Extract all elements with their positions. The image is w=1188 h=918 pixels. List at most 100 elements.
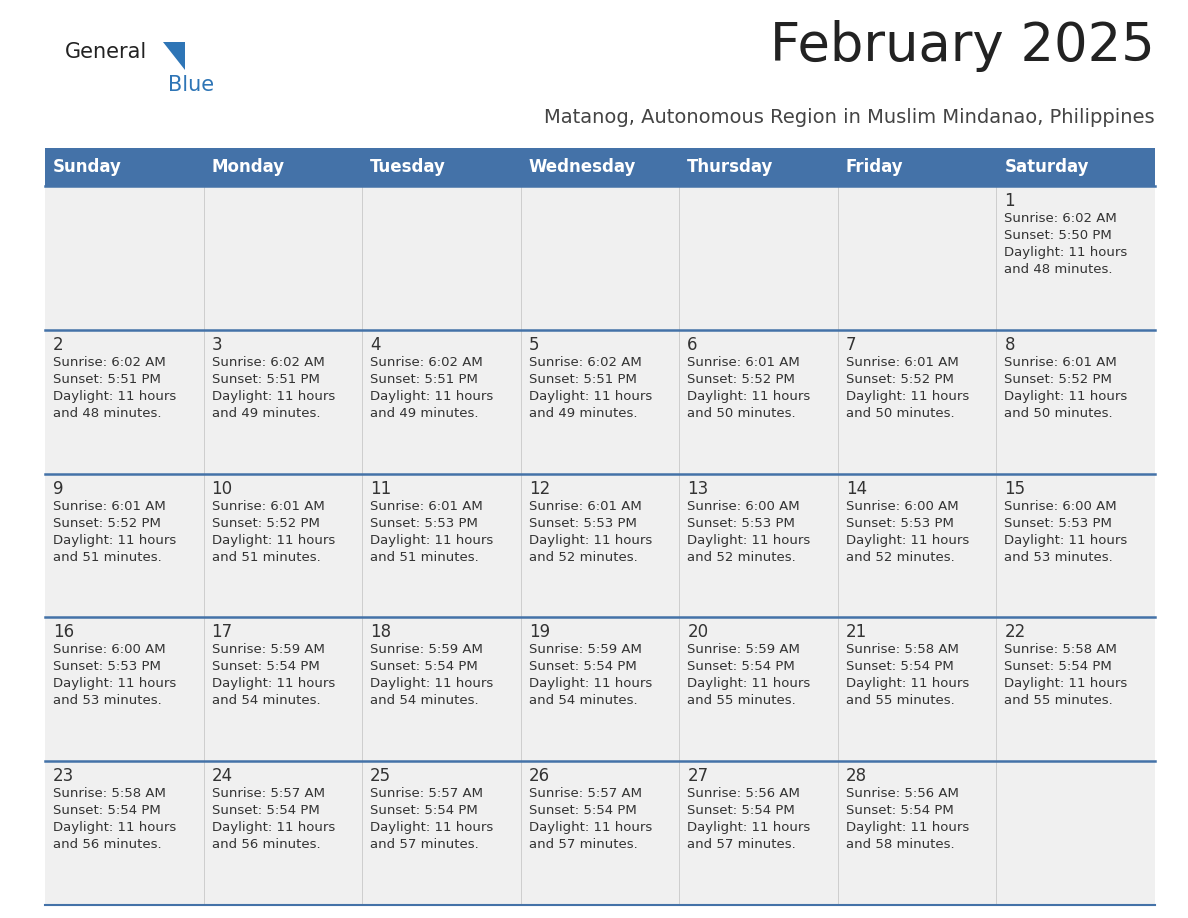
Text: and 54 minutes.: and 54 minutes. bbox=[529, 694, 637, 708]
Text: Daylight: 11 hours: Daylight: 11 hours bbox=[846, 822, 969, 834]
Text: Sunset: 5:52 PM: Sunset: 5:52 PM bbox=[53, 517, 160, 530]
Text: Sunrise: 6:00 AM: Sunrise: 6:00 AM bbox=[688, 499, 800, 512]
Text: 26: 26 bbox=[529, 767, 550, 785]
Text: Daylight: 11 hours: Daylight: 11 hours bbox=[1004, 533, 1127, 546]
Text: Daylight: 11 hours: Daylight: 11 hours bbox=[1004, 246, 1127, 259]
Text: 22: 22 bbox=[1004, 623, 1025, 642]
Text: Sunrise: 5:58 AM: Sunrise: 5:58 AM bbox=[53, 788, 166, 800]
Text: 18: 18 bbox=[371, 623, 391, 642]
Text: 6: 6 bbox=[688, 336, 697, 353]
Text: Daylight: 11 hours: Daylight: 11 hours bbox=[211, 533, 335, 546]
Text: Daylight: 11 hours: Daylight: 11 hours bbox=[371, 390, 493, 403]
Text: 12: 12 bbox=[529, 479, 550, 498]
Text: Sunrise: 6:01 AM: Sunrise: 6:01 AM bbox=[688, 356, 800, 369]
Text: Sunset: 5:51 PM: Sunset: 5:51 PM bbox=[371, 373, 478, 386]
Text: Sunset: 5:54 PM: Sunset: 5:54 PM bbox=[529, 660, 637, 674]
Text: Sunset: 5:52 PM: Sunset: 5:52 PM bbox=[1004, 373, 1112, 386]
Text: and 58 minutes.: and 58 minutes. bbox=[846, 838, 954, 851]
Text: 10: 10 bbox=[211, 479, 233, 498]
Text: Sunset: 5:54 PM: Sunset: 5:54 PM bbox=[846, 660, 954, 674]
Text: and 56 minutes.: and 56 minutes. bbox=[211, 838, 321, 851]
Text: Sunrise: 5:58 AM: Sunrise: 5:58 AM bbox=[846, 644, 959, 656]
Text: Sunset: 5:54 PM: Sunset: 5:54 PM bbox=[688, 660, 795, 674]
Bar bbox=[45, 330, 1155, 474]
Text: Sunset: 5:53 PM: Sunset: 5:53 PM bbox=[371, 517, 478, 530]
Text: Sunset: 5:52 PM: Sunset: 5:52 PM bbox=[846, 373, 954, 386]
Text: and 54 minutes.: and 54 minutes. bbox=[371, 694, 479, 708]
Text: Daylight: 11 hours: Daylight: 11 hours bbox=[688, 533, 810, 546]
Text: Sunrise: 6:01 AM: Sunrise: 6:01 AM bbox=[211, 499, 324, 512]
Text: Sunset: 5:54 PM: Sunset: 5:54 PM bbox=[1004, 660, 1112, 674]
Text: Thursday: Thursday bbox=[688, 158, 773, 176]
Text: and 57 minutes.: and 57 minutes. bbox=[688, 838, 796, 851]
Text: Daylight: 11 hours: Daylight: 11 hours bbox=[211, 822, 335, 834]
Text: Sunset: 5:54 PM: Sunset: 5:54 PM bbox=[211, 804, 320, 817]
Polygon shape bbox=[163, 42, 185, 70]
Text: and 56 minutes.: and 56 minutes. bbox=[53, 838, 162, 851]
Text: Daylight: 11 hours: Daylight: 11 hours bbox=[688, 390, 810, 403]
Text: Sunset: 5:54 PM: Sunset: 5:54 PM bbox=[371, 660, 478, 674]
Text: 25: 25 bbox=[371, 767, 391, 785]
Text: 7: 7 bbox=[846, 336, 857, 353]
Text: Tuesday: Tuesday bbox=[371, 158, 446, 176]
Text: Daylight: 11 hours: Daylight: 11 hours bbox=[371, 677, 493, 690]
Text: and 48 minutes.: and 48 minutes. bbox=[53, 407, 162, 420]
Text: Sunrise: 5:59 AM: Sunrise: 5:59 AM bbox=[211, 644, 324, 656]
Text: Daylight: 11 hours: Daylight: 11 hours bbox=[1004, 677, 1127, 690]
Text: Sunday: Sunday bbox=[53, 158, 122, 176]
Text: and 54 minutes.: and 54 minutes. bbox=[211, 694, 321, 708]
Text: 5: 5 bbox=[529, 336, 539, 353]
Text: Sunset: 5:51 PM: Sunset: 5:51 PM bbox=[529, 373, 637, 386]
Text: Daylight: 11 hours: Daylight: 11 hours bbox=[529, 533, 652, 546]
Text: and 57 minutes.: and 57 minutes. bbox=[529, 838, 638, 851]
Text: Daylight: 11 hours: Daylight: 11 hours bbox=[1004, 390, 1127, 403]
Text: Monday: Monday bbox=[211, 158, 285, 176]
Text: Sunrise: 5:56 AM: Sunrise: 5:56 AM bbox=[688, 788, 801, 800]
Text: Daylight: 11 hours: Daylight: 11 hours bbox=[529, 677, 652, 690]
Text: Daylight: 11 hours: Daylight: 11 hours bbox=[53, 822, 176, 834]
Text: and 50 minutes.: and 50 minutes. bbox=[688, 407, 796, 420]
Text: Daylight: 11 hours: Daylight: 11 hours bbox=[53, 677, 176, 690]
Text: Sunset: 5:50 PM: Sunset: 5:50 PM bbox=[1004, 229, 1112, 242]
Text: Sunrise: 6:02 AM: Sunrise: 6:02 AM bbox=[371, 356, 482, 369]
Text: and 53 minutes.: and 53 minutes. bbox=[1004, 551, 1113, 564]
Text: Daylight: 11 hours: Daylight: 11 hours bbox=[688, 822, 810, 834]
Text: Sunrise: 5:57 AM: Sunrise: 5:57 AM bbox=[371, 788, 484, 800]
Text: Sunset: 5:54 PM: Sunset: 5:54 PM bbox=[688, 804, 795, 817]
Text: and 57 minutes.: and 57 minutes. bbox=[371, 838, 479, 851]
Text: 16: 16 bbox=[53, 623, 74, 642]
Bar bbox=[45, 474, 1155, 618]
Text: and 52 minutes.: and 52 minutes. bbox=[529, 551, 638, 564]
Text: and 55 minutes.: and 55 minutes. bbox=[1004, 694, 1113, 708]
Text: Sunset: 5:52 PM: Sunset: 5:52 PM bbox=[211, 517, 320, 530]
Text: Daylight: 11 hours: Daylight: 11 hours bbox=[53, 533, 176, 546]
Bar bbox=[45, 618, 1155, 761]
Text: and 50 minutes.: and 50 minutes. bbox=[846, 407, 954, 420]
Text: Matanog, Autonomous Region in Muslim Mindanao, Philippines: Matanog, Autonomous Region in Muslim Min… bbox=[544, 108, 1155, 127]
Text: Sunrise: 5:57 AM: Sunrise: 5:57 AM bbox=[529, 788, 642, 800]
Text: Daylight: 11 hours: Daylight: 11 hours bbox=[846, 677, 969, 690]
Text: 19: 19 bbox=[529, 623, 550, 642]
Text: Sunrise: 6:02 AM: Sunrise: 6:02 AM bbox=[529, 356, 642, 369]
Text: Sunrise: 6:00 AM: Sunrise: 6:00 AM bbox=[846, 499, 959, 512]
Text: and 55 minutes.: and 55 minutes. bbox=[846, 694, 955, 708]
Text: 9: 9 bbox=[53, 479, 63, 498]
Text: 15: 15 bbox=[1004, 479, 1025, 498]
Text: Sunrise: 5:57 AM: Sunrise: 5:57 AM bbox=[211, 788, 324, 800]
Text: 23: 23 bbox=[53, 767, 74, 785]
Text: 8: 8 bbox=[1004, 336, 1015, 353]
Text: 21: 21 bbox=[846, 623, 867, 642]
Text: Sunset: 5:51 PM: Sunset: 5:51 PM bbox=[211, 373, 320, 386]
Text: and 48 minutes.: and 48 minutes. bbox=[1004, 263, 1113, 276]
Text: Sunrise: 6:01 AM: Sunrise: 6:01 AM bbox=[53, 499, 166, 512]
Text: Daylight: 11 hours: Daylight: 11 hours bbox=[846, 533, 969, 546]
Text: Sunset: 5:54 PM: Sunset: 5:54 PM bbox=[529, 804, 637, 817]
Text: Sunset: 5:53 PM: Sunset: 5:53 PM bbox=[688, 517, 795, 530]
Text: Daylight: 11 hours: Daylight: 11 hours bbox=[529, 822, 652, 834]
Text: Sunrise: 6:00 AM: Sunrise: 6:00 AM bbox=[53, 644, 165, 656]
Text: and 49 minutes.: and 49 minutes. bbox=[371, 407, 479, 420]
Text: February 2025: February 2025 bbox=[770, 20, 1155, 72]
Text: Sunrise: 6:01 AM: Sunrise: 6:01 AM bbox=[846, 356, 959, 369]
Text: and 51 minutes.: and 51 minutes. bbox=[371, 551, 479, 564]
Text: Sunset: 5:51 PM: Sunset: 5:51 PM bbox=[53, 373, 160, 386]
